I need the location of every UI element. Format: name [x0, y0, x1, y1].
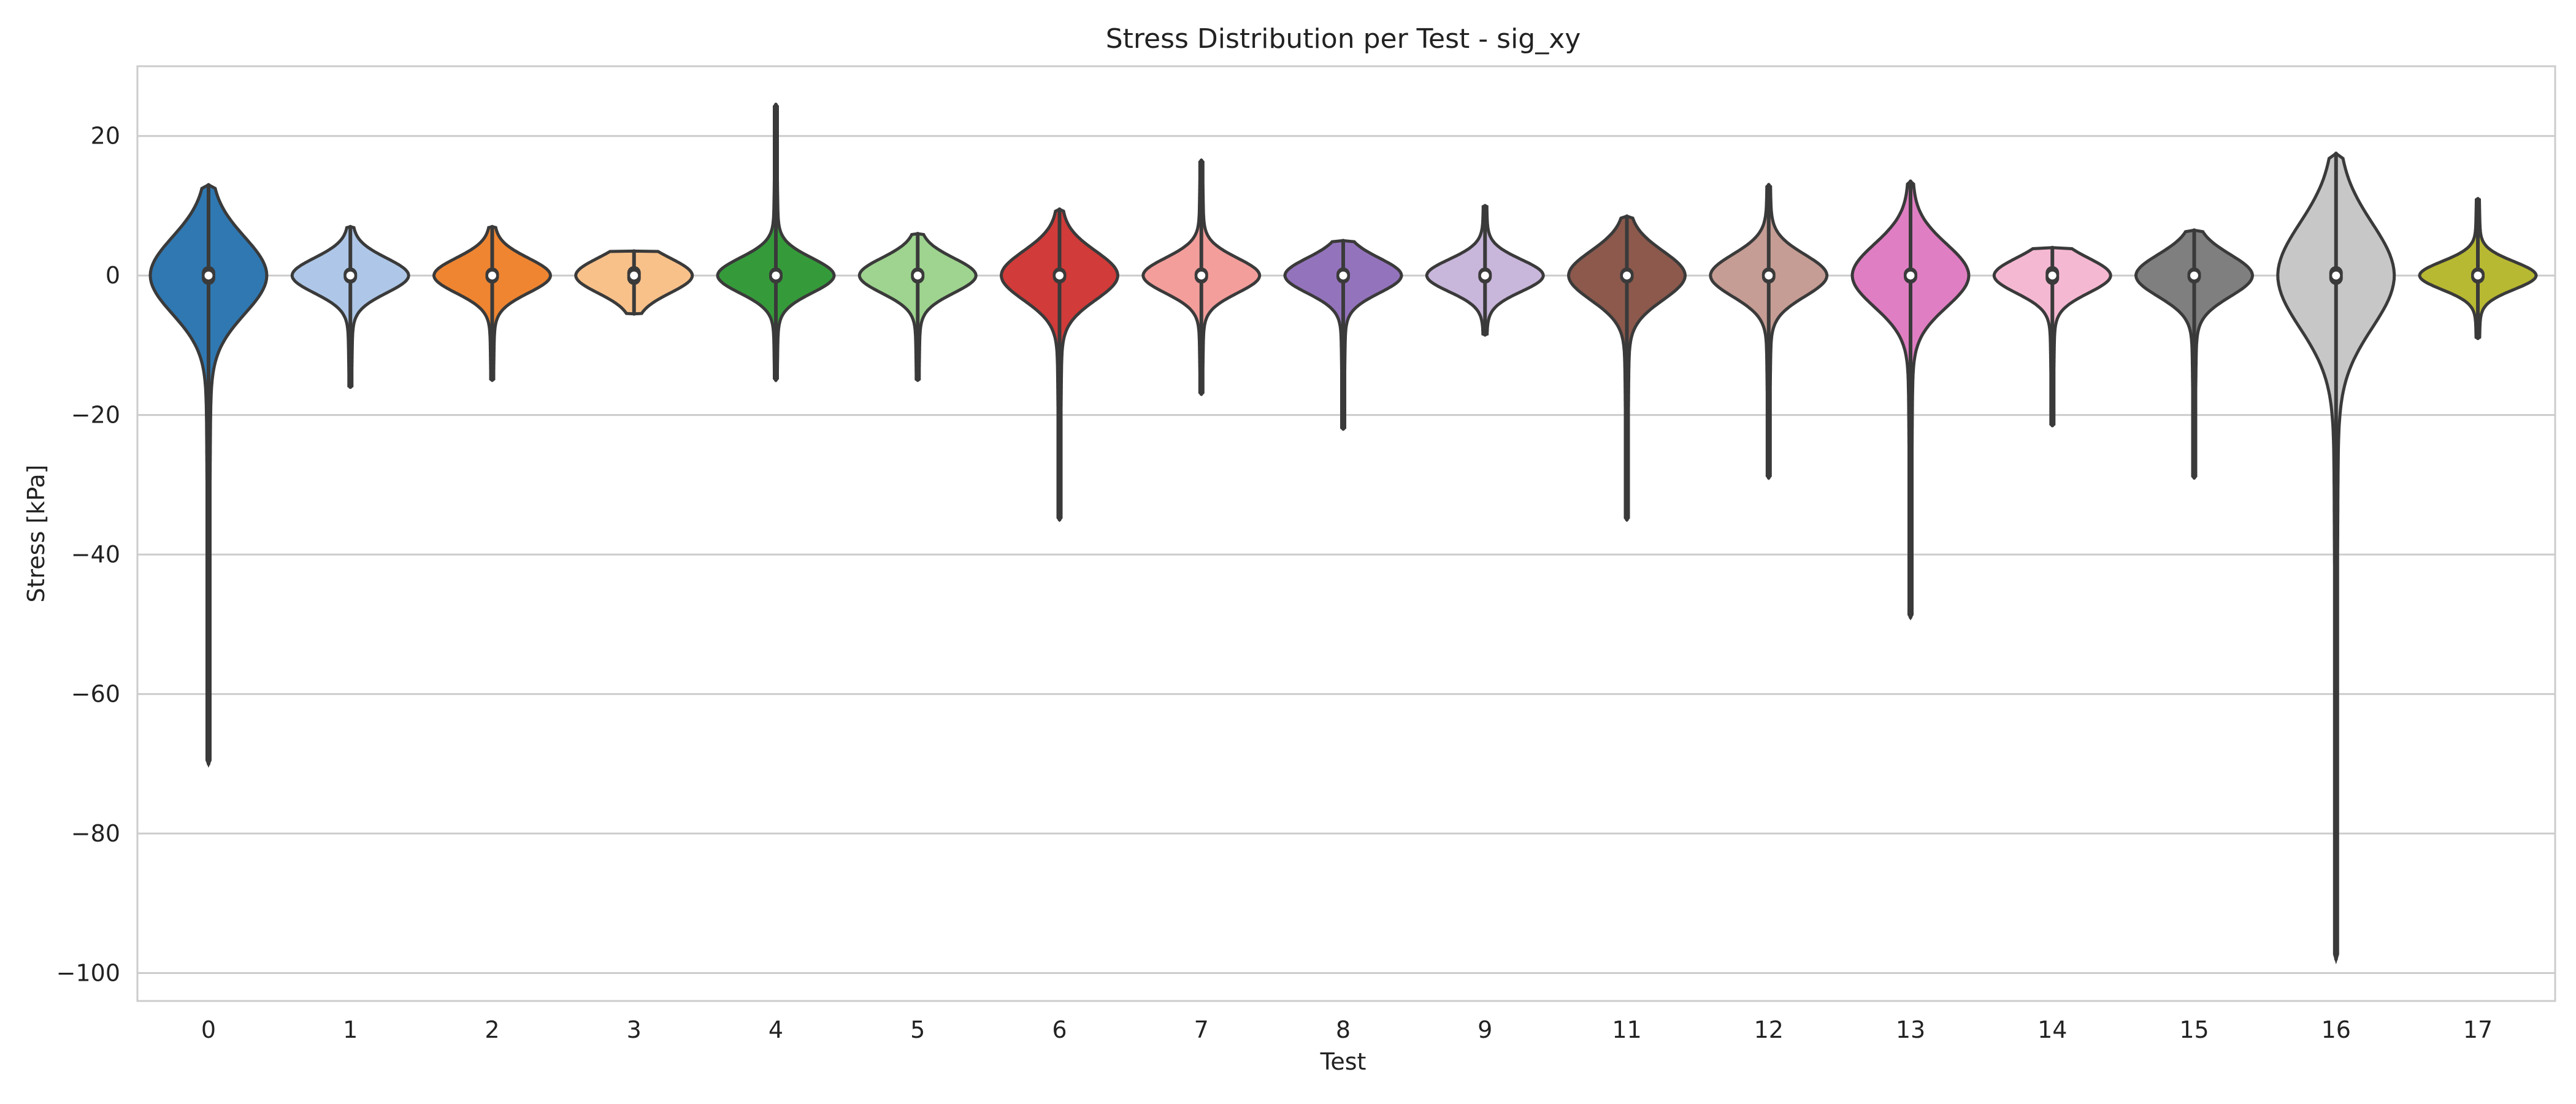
- violin-test-9: [1425, 204, 1545, 337]
- y-axis-label: Stress [kPa]: [23, 464, 50, 602]
- violin-test-11: [1566, 214, 1687, 523]
- violin-test-4: [716, 102, 836, 383]
- y-tick-label: −100: [56, 960, 120, 987]
- x-tick-label: 2: [485, 1016, 499, 1043]
- x-tick-label: 1: [343, 1016, 358, 1043]
- y-tick-label: 20: [91, 123, 120, 150]
- violin-median-dot: [204, 271, 213, 280]
- violin-median-dot: [630, 271, 638, 280]
- violin-median-dot: [1481, 271, 1489, 280]
- violin-test-15: [2134, 228, 2255, 480]
- chart-title: Stress Distribution per Test - sig_xy: [1106, 23, 1581, 55]
- violin-test-16: [2276, 151, 2396, 965]
- x-tick-label: 4: [769, 1016, 783, 1043]
- x-tick-label: 9: [1478, 1016, 1492, 1043]
- violin-test-7: [1141, 158, 1262, 396]
- x-tick-label: 12: [1754, 1016, 1784, 1043]
- violin-median-dot: [1197, 271, 1206, 280]
- violin-test-0: [148, 183, 269, 768]
- violin-median-dot: [913, 271, 922, 280]
- violin-median-dot: [1339, 271, 1347, 280]
- violin-median-dot: [2190, 271, 2198, 280]
- violin-test-12: [1709, 182, 1829, 480]
- x-tick-label: 3: [627, 1016, 642, 1043]
- violin-median-dot: [1056, 271, 1064, 280]
- violin-test-13: [1850, 179, 1971, 621]
- x-tick-label: 17: [2463, 1016, 2493, 1043]
- x-axis-label: Test: [1320, 1048, 1367, 1075]
- violin-median-dot: [2332, 271, 2340, 280]
- violin-test-1: [290, 224, 410, 389]
- x-tick-label: 11: [1612, 1016, 1641, 1043]
- violin-median-dot: [2474, 271, 2482, 280]
- violin-median-dot: [1623, 271, 1631, 280]
- plot-frame: [136, 65, 2556, 1002]
- violin-test-5: [857, 231, 978, 382]
- x-tick-label: 16: [2321, 1016, 2351, 1043]
- violin-median-dot: [346, 271, 355, 280]
- violin-test-6: [999, 207, 1120, 523]
- y-tick-label: −40: [71, 541, 120, 568]
- violin-test-8: [1283, 239, 1403, 431]
- x-tick-label: 8: [1336, 1016, 1351, 1043]
- x-tick-label: 7: [1194, 1016, 1209, 1043]
- y-tick-label: −20: [71, 402, 120, 429]
- violin-test-14: [1992, 245, 2112, 427]
- x-tick-label: 6: [1052, 1016, 1067, 1043]
- y-tick-label: 0: [105, 262, 120, 289]
- violin-test-2: [432, 224, 553, 382]
- x-tick-label: 15: [2179, 1016, 2209, 1043]
- y-tick-labels: 20 0 −20 −40 −60 −80 −100: [56, 123, 120, 987]
- violin-median-dot: [2048, 271, 2057, 280]
- violin-median-dot: [772, 271, 780, 280]
- violin-test-3: [574, 249, 694, 316]
- violin-median-dot: [488, 271, 496, 280]
- y-tick-label: −80: [71, 820, 120, 847]
- violin-median-dot: [1906, 271, 1915, 280]
- y-tick-label: −60: [71, 681, 120, 708]
- x-tick-label: 5: [910, 1016, 925, 1043]
- violins: [148, 102, 2538, 965]
- violin-median-dot: [1765, 271, 1773, 280]
- x-tick-label: 13: [1896, 1016, 1925, 1043]
- violin-test-17: [2418, 197, 2538, 340]
- x-tick-label: 0: [201, 1016, 216, 1043]
- x-tick-labels: 0 1 2 3 4 5 6 7 8 9 11 12 13 14 15 16 17: [201, 1016, 2493, 1043]
- x-tick-label: 14: [2037, 1016, 2067, 1043]
